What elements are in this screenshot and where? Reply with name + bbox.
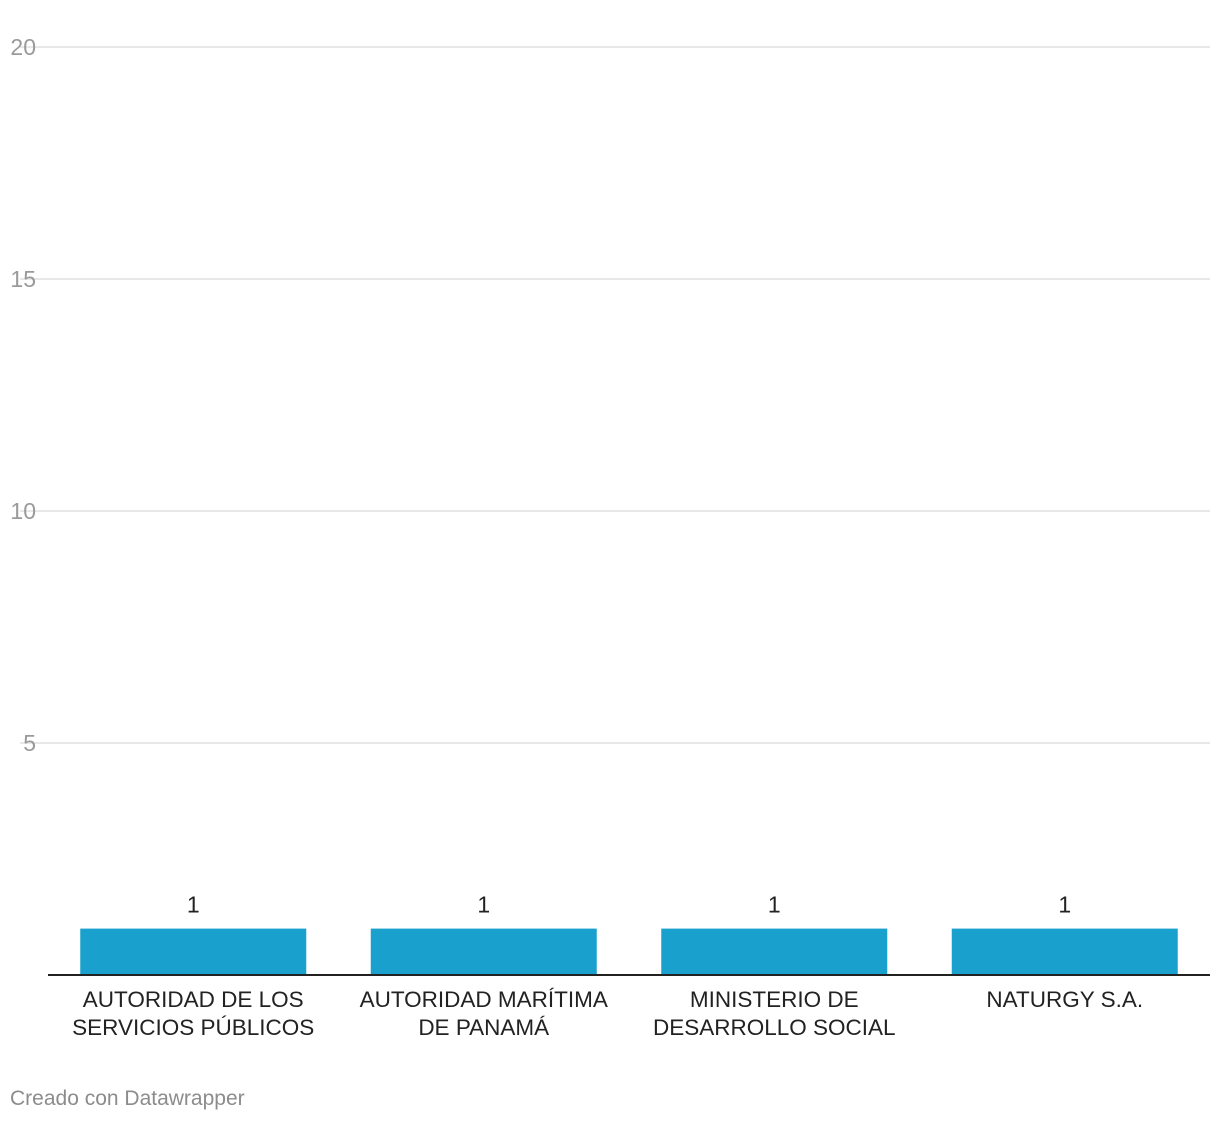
bars [80,928,1178,975]
bar [370,928,597,975]
labels: 5 10 15 20 1 AUTORIDAD DE LOS SERVICIOS PÚBLIC… [10,34,1210,1040]
bar [661,928,888,975]
category-label: MINISTERIO DE [690,987,859,1012]
category-label: AUTORIDAD MARÍTIMA [360,987,608,1012]
chart-credit: Creado con Datawrapper [10,1087,245,1110]
bar-value-label: 1 [768,892,781,918]
category-label: SERVICIOS PÚBLICOS [72,1015,314,1040]
category-label: AUTORIDAD DE LOS [83,987,304,1012]
bar-value-label: 1 [477,892,490,918]
y-tick-label: 5 [23,730,36,756]
bar-value-label: 1 [187,892,200,918]
bar [80,928,307,975]
bar-value-label: 1 [1058,892,1071,918]
category-label: NATURGY S.A. [986,987,1143,1012]
y-tick-label: 10 [10,498,36,524]
bar [951,928,1178,975]
category-label: DESARROLLO SOCIAL [653,1015,896,1040]
gridlines [20,46,1210,744]
y-tick-label: 15 [10,266,36,292]
category-label: DE PANAMÁ [418,1015,549,1040]
y-tick-label: 20 [10,34,36,60]
